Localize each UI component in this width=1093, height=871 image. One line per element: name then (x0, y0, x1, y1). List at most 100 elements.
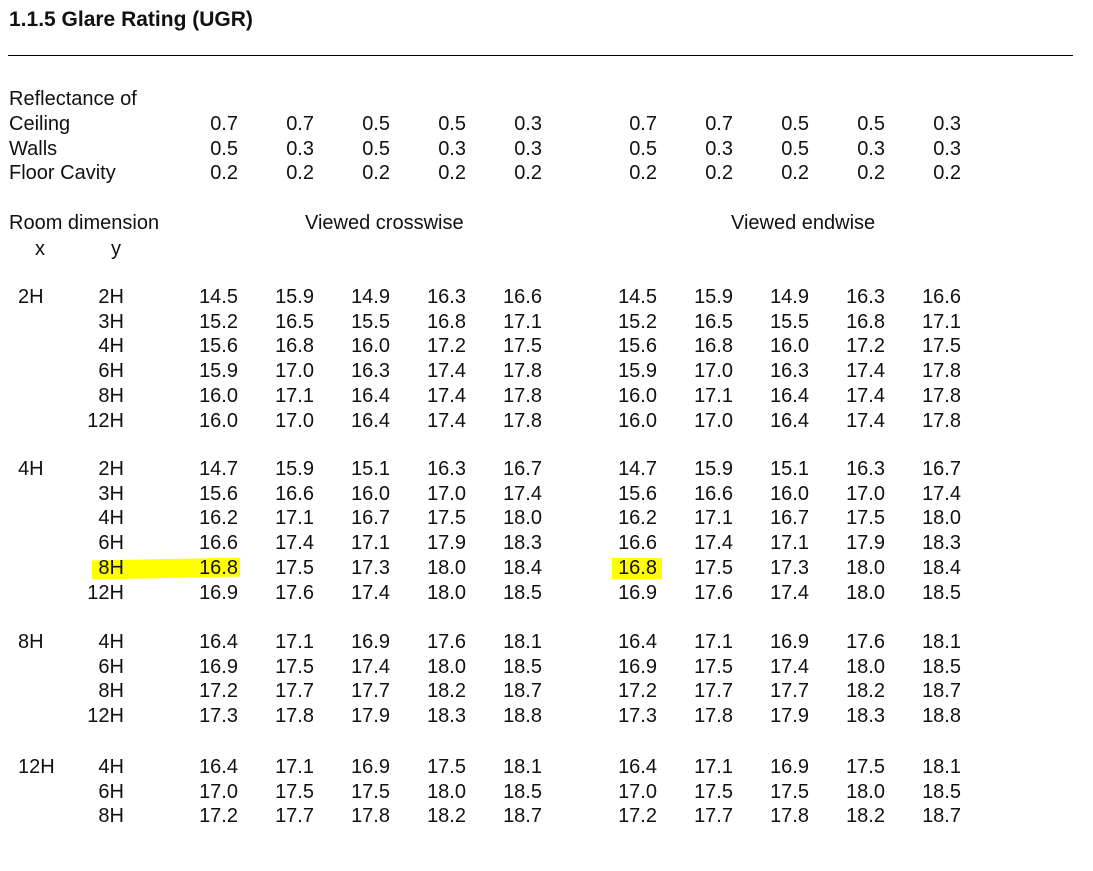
ugr-value-cell: 15.2 (618, 310, 657, 333)
room-y-dimension: 6H (98, 655, 124, 678)
ugr-value-cell: 16.4 (199, 756, 238, 778)
ugr-value-cell: 16.6 (275, 482, 314, 505)
ugr-value-cell: 17.0 (846, 482, 885, 505)
ugr-value-cell: 17.4 (427, 409, 466, 432)
ugr-value-cell: 17.9 (770, 705, 809, 728)
ugr-value-cell: 17.5 (275, 780, 314, 803)
reflectance-value-cell: 0.5 (362, 113, 390, 135)
room-y-dimension: 8H (98, 805, 124, 828)
room-y-dimension: 4H (98, 756, 124, 778)
room-y-dimension: 8H (98, 680, 124, 703)
ugr-value-cell: 17.2 (618, 680, 657, 703)
ugr-value-cell: 18.7 (922, 805, 961, 828)
ugr-value-cell: 16.0 (770, 335, 809, 358)
ugr-value-cell: 17.4 (922, 482, 961, 505)
ugr-value-cell: 18.0 (427, 780, 466, 803)
ugr-value-cell: 16.6 (922, 286, 961, 308)
room-dimension-label: Room dimension (9, 212, 160, 234)
ugr-value-cell: 17.1 (503, 310, 542, 333)
ugr-value-cell: 18.1 (922, 631, 961, 653)
room-y-dimension: 6H (98, 780, 124, 803)
room-x-dimension: 8H (18, 631, 44, 653)
ugr-value-cell: 17.4 (770, 581, 809, 604)
reflectance-value-cell: 0.5 (210, 137, 238, 160)
ugr-value-cell: 18.0 (427, 581, 466, 604)
room-x-dimension: 4H (18, 458, 44, 480)
reflectance-value-cell: 0.2 (629, 162, 657, 184)
ugr-value-cell: 16.9 (618, 655, 657, 678)
ugr-value-cell: 16.0 (618, 384, 657, 407)
room-y-dimension: 4H (98, 507, 124, 530)
ugr-value-cell: 16.6 (694, 482, 733, 505)
reflectance-value-cell: 0.3 (857, 137, 885, 160)
room-y-dimension: 8H (98, 556, 124, 579)
ugr-value-cell: 16.9 (351, 631, 390, 653)
viewed-endwise-label: Viewed endwise (731, 212, 876, 234)
ugr-value-cell: 17.1 (694, 507, 733, 530)
room-y-dimension: 6H (98, 360, 124, 383)
ugr-value-cell: 15.6 (618, 335, 657, 358)
ugr-value-cell: 16.0 (770, 482, 809, 505)
reflectance-row-label: Walls (9, 137, 58, 160)
ugr-value-cell: 17.8 (770, 805, 809, 828)
reflectance-value-cell: 0.3 (514, 113, 542, 135)
room-y-dimension: 2H (98, 458, 124, 480)
ugr-value-cell: 17.0 (427, 482, 466, 505)
reflectance-value-cell: 0.3 (438, 137, 466, 160)
ugr-value-cell: 17.9 (427, 532, 466, 555)
ugr-value-cell: 17.5 (275, 655, 314, 678)
ugr-value-cell: 18.4 (922, 556, 961, 579)
reflectance-value-cell: 0.2 (286, 162, 314, 184)
ugr-value-cell: 17.4 (427, 384, 466, 407)
ugr-value-cell: 17.7 (351, 680, 390, 703)
ugr-value-cell: 18.1 (922, 756, 961, 778)
ugr-value-cell: 16.4 (351, 384, 390, 407)
viewed-crosswise-label: Viewed crosswise (305, 212, 464, 234)
ugr-value-cell: 17.1 (351, 532, 390, 555)
ugr-value-cell: 18.0 (846, 655, 885, 678)
reflectance-value-cell: 0.5 (781, 137, 809, 160)
ugr-value-cell: 18.5 (503, 655, 542, 678)
ugr-value-cell: 16.3 (427, 458, 466, 480)
reflectance-value-cell: 0.2 (438, 162, 466, 184)
ugr-value-cell: 16.0 (199, 409, 238, 432)
ugr-value-cell: 18.0 (503, 507, 542, 530)
reflectance-value-cell: 0.5 (781, 113, 809, 135)
ugr-value-cell: 17.4 (351, 655, 390, 678)
y-axis-label: y (111, 238, 121, 260)
ugr-value-cell: 14.7 (199, 458, 238, 480)
ugr-value-cell: 17.5 (846, 507, 885, 530)
ugr-value-cell: 18.7 (922, 680, 961, 703)
ugr-value-cell: 17.5 (770, 780, 809, 803)
room-x-dimension: 12H (18, 756, 55, 778)
ugr-value-cell: 18.2 (427, 805, 466, 828)
ugr-value-cell: 16.4 (770, 384, 809, 407)
reflectance-value-cell: 0.3 (933, 137, 961, 160)
room-y-dimension: 12H (87, 705, 124, 728)
ugr-value-cell: 15.6 (199, 335, 238, 358)
room-y-dimension: 8H (98, 384, 124, 407)
ugr-value-cell: 16.9 (199, 581, 238, 604)
reflectance-value-cell: 0.7 (705, 113, 733, 135)
ugr-value-cell: 16.7 (351, 507, 390, 530)
ugr-value-cell: 18.5 (922, 780, 961, 803)
ugr-value-cell: 18.0 (427, 655, 466, 678)
ugr-value-cell: 18.1 (503, 756, 542, 778)
ugr-value-cell: 16.4 (199, 631, 238, 653)
reflectance-value-cell: 0.3 (286, 137, 314, 160)
ugr-value-cell: 14.5 (618, 286, 657, 308)
ugr-value-cell: 17.7 (694, 805, 733, 828)
ugr-value-cell: 18.2 (846, 680, 885, 703)
ugr-value-cell: 18.5 (922, 655, 961, 678)
ugr-value-cell: 16.9 (770, 631, 809, 653)
reflectance-value-cell: 0.2 (857, 162, 885, 184)
ugr-value-cell: 18.3 (846, 705, 885, 728)
ugr-value-cell: 17.1 (275, 631, 314, 653)
ugr-value-cell: 15.6 (199, 482, 238, 505)
ugr-value-cell: 18.0 (846, 581, 885, 604)
reflectance-value-cell: 0.2 (210, 162, 238, 184)
reflectance-row-label: Ceiling (9, 113, 71, 135)
ugr-value-cell: 17.7 (275, 680, 314, 703)
ugr-value-cell: 14.7 (618, 458, 657, 480)
